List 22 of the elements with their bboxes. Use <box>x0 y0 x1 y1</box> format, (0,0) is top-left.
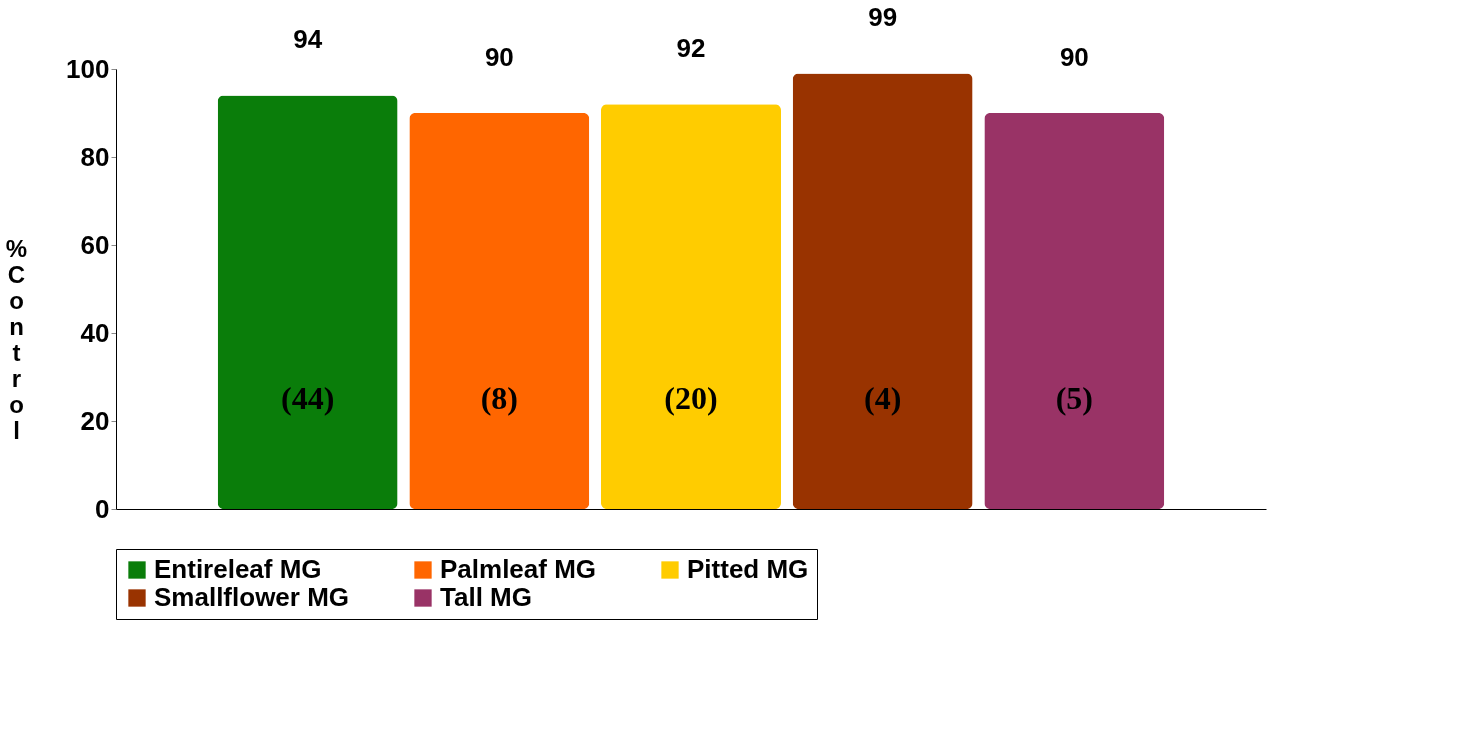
y-tick-label: 100 <box>66 53 110 84</box>
y-tick-label: 60 <box>80 229 110 260</box>
data-label: 99 <box>868 2 898 33</box>
y-tick-label: 80 <box>80 141 110 172</box>
annotation: (5) <box>1055 380 1093 416</box>
legend-label: Entireleaf MG <box>154 554 322 584</box>
annotation: (44) <box>281 380 335 416</box>
y-tick-label: 20 <box>80 405 110 436</box>
y-tick-label: 40 <box>80 317 110 348</box>
legend-label: Pitted MG <box>687 554 809 584</box>
data-label: 94 <box>293 24 323 55</box>
y-axis-title: % Control <box>5 234 28 444</box>
y-tick-label: 0 <box>95 493 110 524</box>
legend-label: Palmleaf MG <box>440 554 597 584</box>
data-label: 90 <box>1059 42 1089 72</box>
annotation: (8) <box>480 380 518 416</box>
legend-label: Tall MG <box>440 582 532 612</box>
annotation: (4) <box>864 380 902 416</box>
data-label: 90 <box>484 42 514 72</box>
legend-label: Smallflower MG <box>154 582 350 612</box>
data-label: 92 <box>676 33 706 64</box>
annotation: (20) <box>664 380 718 416</box>
